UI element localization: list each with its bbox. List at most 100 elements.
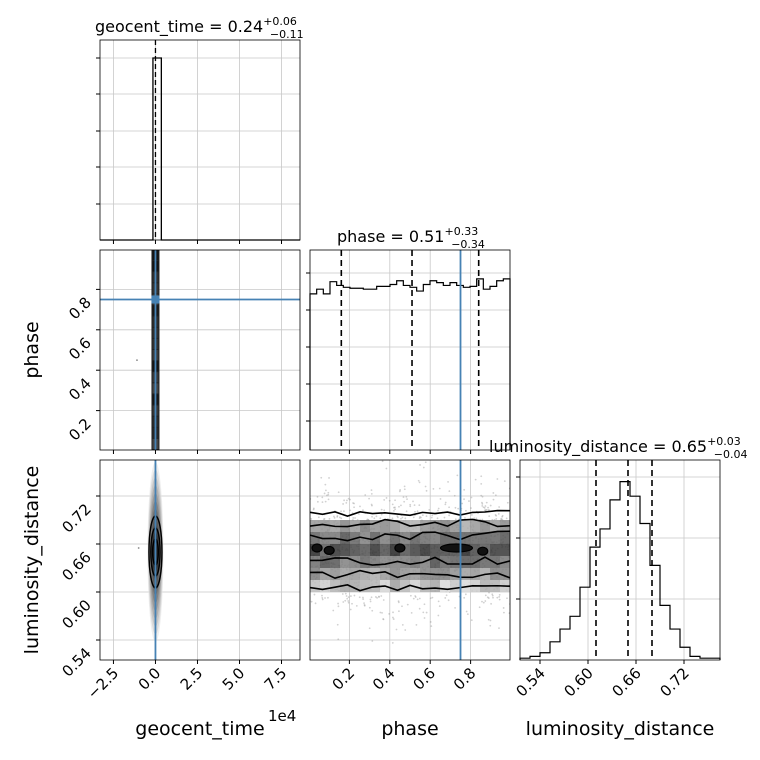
sample-point — [438, 605, 441, 608]
density-cell — [430, 520, 440, 532]
sample-point — [378, 596, 380, 598]
sample-point — [498, 506, 501, 508]
sample-point — [382, 618, 385, 620]
sample-point — [494, 494, 497, 497]
y-axis-label-luminosity-distance: luminosity_distance — [21, 466, 43, 655]
x-tick-label: 0.4 — [369, 664, 399, 694]
sample-point — [345, 501, 348, 504]
sample-point — [362, 598, 365, 601]
sample-point — [321, 598, 324, 601]
density-cell — [420, 532, 430, 544]
sample-point — [379, 611, 382, 614]
title-phase: phase = 0.51+0.33 −0.34 — [337, 225, 485, 251]
contour-line — [310, 518, 510, 528]
sample-point — [310, 600, 313, 603]
sample-point — [439, 498, 442, 500]
density-cell — [460, 568, 470, 580]
density-cell — [470, 520, 480, 532]
density-cell — [310, 532, 320, 544]
luminosity-distance-vs-geocent-time-panel — [100, 460, 300, 660]
sample-point — [487, 618, 490, 621]
sample-point — [430, 516, 433, 519]
sample-point — [416, 510, 419, 513]
density-cell — [380, 556, 390, 568]
sample-point — [321, 594, 323, 597]
sample-point — [375, 515, 378, 518]
sample-point — [485, 501, 488, 504]
sample-point — [501, 514, 504, 517]
x-tick-label: −2.5 — [84, 664, 122, 702]
phase-histogram-panel — [309, 250, 511, 450]
y-axis-label-phase: phase — [21, 321, 43, 378]
density-cell — [460, 556, 470, 568]
sample-point — [470, 514, 473, 516]
sample-point — [436, 517, 439, 520]
sample-point — [312, 508, 315, 511]
sample-point — [396, 516, 399, 519]
sample-point — [321, 597, 324, 599]
sample-point — [424, 485, 427, 488]
luminosity-distance-vs-phase-panel — [310, 448, 510, 660]
sample-point — [454, 606, 456, 609]
sample-point — [487, 597, 490, 599]
density-cell — [350, 580, 360, 592]
sample-point — [363, 603, 366, 606]
sample-point — [327, 498, 330, 501]
sample-point — [336, 623, 339, 626]
sample-point — [371, 504, 373, 507]
sample-point — [413, 504, 416, 507]
sample-point — [406, 498, 408, 500]
sample-point — [481, 495, 484, 498]
sample-point — [496, 478, 499, 480]
sample-point — [317, 516, 320, 519]
sample-point — [316, 500, 319, 503]
density-cell — [450, 556, 460, 568]
sample-point — [463, 488, 466, 491]
panel-frame — [99, 459, 301, 661]
sample-point — [359, 505, 361, 508]
sample-point — [484, 600, 487, 602]
sample-point — [319, 448, 321, 450]
sample-point — [494, 513, 497, 516]
sample-point — [453, 494, 456, 497]
y-tick-label: 0.66 — [58, 548, 94, 584]
sample-point — [337, 605, 340, 608]
sample-point — [430, 625, 433, 628]
sample-point — [405, 510, 408, 513]
y-tick-label: 0.4 — [65, 374, 95, 404]
sample-point — [485, 509, 488, 511]
sample-point — [437, 509, 439, 512]
density-cell — [370, 520, 380, 532]
sample-point — [321, 496, 324, 499]
sample-point — [488, 509, 491, 512]
sample-point — [425, 489, 428, 492]
x-tick-label: 0.8 — [450, 664, 480, 694]
sample-point — [429, 621, 432, 623]
sample-point — [328, 517, 331, 520]
sample-point — [418, 607, 421, 610]
contour-line — [310, 530, 510, 542]
sample-point — [347, 596, 350, 599]
x-tick-label: 0.2 — [329, 664, 359, 694]
sample-point — [320, 476, 323, 479]
sample-point — [347, 600, 350, 602]
sample-point — [370, 596, 373, 599]
sample-point — [497, 513, 500, 515]
sample-point — [322, 518, 325, 521]
y-tick-label: 0.2 — [65, 415, 95, 445]
sample-point — [316, 495, 319, 498]
panel-frame — [309, 459, 511, 661]
histogram-steps — [519, 481, 721, 660]
sample-point — [483, 509, 486, 512]
x-tick-label: 7.5 — [261, 664, 291, 694]
density-cell — [500, 568, 510, 580]
sample-point — [412, 516, 415, 519]
sample-point — [463, 596, 466, 599]
sample-point — [421, 514, 424, 517]
density-cell — [320, 580, 330, 592]
sample-point — [370, 503, 373, 506]
sample-point — [481, 501, 483, 504]
sample-point — [349, 608, 352, 611]
sample-point — [437, 600, 440, 603]
